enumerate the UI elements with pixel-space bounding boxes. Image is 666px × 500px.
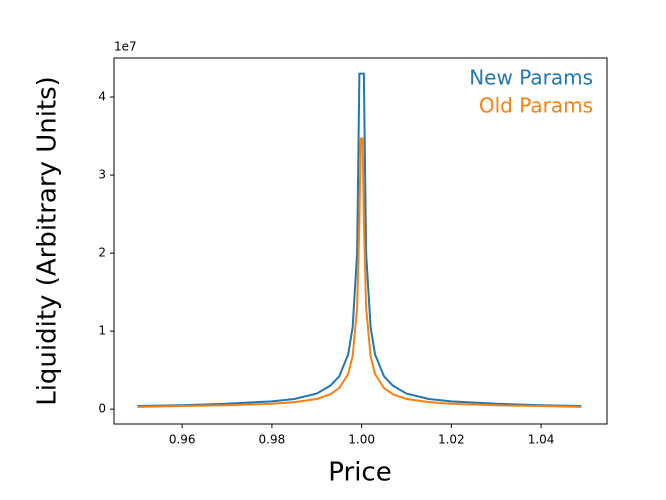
y-tick-label: 2 — [98, 246, 106, 260]
y-tick-label: 1 — [98, 324, 106, 338]
y-tick-label: 3 — [98, 168, 106, 182]
y-tick-label: 4 — [98, 90, 106, 104]
x-tick-label: 1.04 — [528, 433, 555, 447]
y-tick-label: 0 — [98, 402, 106, 416]
legend-entry: Old Params — [479, 94, 593, 118]
line — [137, 72, 582, 408]
legend-entry: New Params — [469, 66, 593, 90]
x-tick-label: 1.02 — [438, 433, 465, 447]
x-tick-label: 0.96 — [169, 433, 196, 447]
x-axis-label: Price — [328, 458, 391, 488]
x-tick-label: 1.00 — [348, 433, 375, 447]
y-offset-label: 1e7 — [114, 40, 137, 54]
y-axis-label: Liquidity (Arbitrary Units) — [33, 76, 63, 406]
line — [137, 137, 582, 408]
x-tick-label: 0.98 — [259, 433, 286, 447]
plot-frame — [113, 57, 608, 425]
